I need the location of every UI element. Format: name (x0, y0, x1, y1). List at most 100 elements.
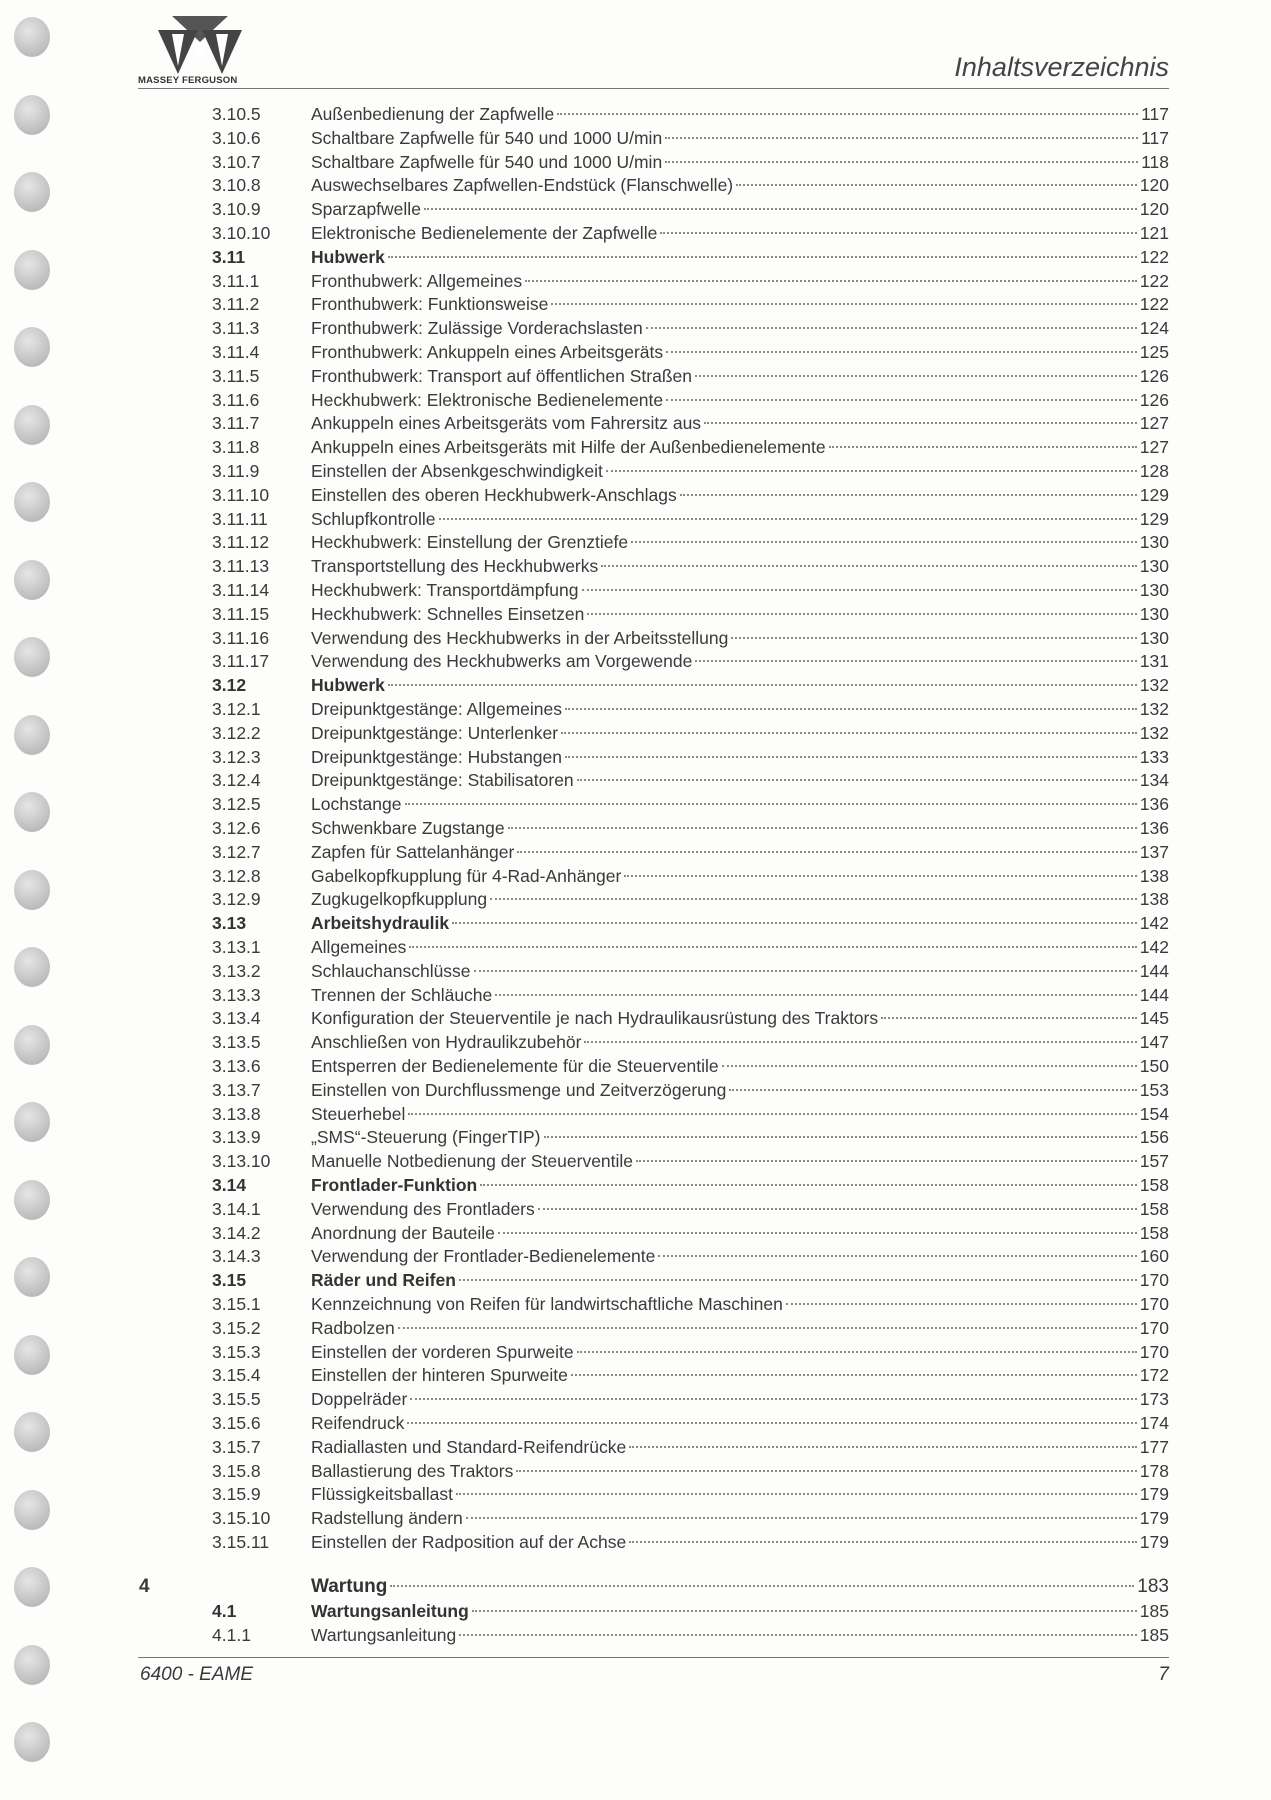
section-number: 3.10.10 (212, 223, 271, 243)
toc-entry[interactable]: 3.13.5 Anschließen von Hydraulikzubehör 1… (0, 1030, 1271, 1054)
toc-entry[interactable]: 3.10.7 Schaltbare Zapfwelle für 540 und … (0, 150, 1271, 174)
section-number: 3.10.6 (212, 127, 261, 148)
section-number: 3.10.7 (212, 151, 261, 172)
toc-entry[interactable]: 3.11.2 Fronthubwerk: Funktionsweise 122 (0, 292, 1271, 316)
toc-entry[interactable]: 3.10.6 Schaltbare Zapfwelle für 540 und … (0, 126, 1271, 150)
toc-entry[interactable]: 3.10.5 Außenbedienung der Zapfwelle 117 (0, 102, 1271, 126)
toc-entry[interactable]: 3.12.4 Dreipunktgestänge: Stabilisatoren… (0, 768, 1271, 792)
section-number: 3.12.5 (212, 794, 261, 815)
section-title: Einstellen der hinteren Spurweite (311, 1365, 568, 1386)
page-ref: 130 (1139, 580, 1169, 600)
section-number: 3.15 (212, 1270, 247, 1291)
toc-entry[interactable]: 3.10.10 Elektronische Bedienelemente der… (0, 221, 1271, 245)
toc-entry[interactable]: 3.11.5 Fronthubwerk: Transport auf öffen… (0, 364, 1271, 388)
toc-entry[interactable]: 3.12.3 Dreipunktgestänge: Hubstangen 133 (0, 745, 1271, 769)
toc-entry[interactable]: 3.12.7 Zapfen für Sattelanhänger 137 (0, 840, 1271, 864)
section-title: Lochstange (311, 794, 402, 815)
toc-entry[interactable]: 3.11 Hubwerk 122 (0, 245, 1271, 269)
section-number: 4.1 (212, 1601, 237, 1621)
toc-entry[interactable]: 3.13.6 Entsperren der Bedienelemente für… (0, 1054, 1271, 1078)
toc-entry[interactable]: 3.13.9 „SMS“-Steuerung (FingerTIP) 156 (0, 1125, 1271, 1149)
toc-entry[interactable]: 3.13.10 Manuelle Notbedienung der Steuer… (0, 1149, 1271, 1173)
section-title: Flüssigkeitsballast (311, 1484, 453, 1505)
page-ref: 145 (1139, 1008, 1169, 1029)
toc-entry[interactable]: 3.11.6 Heckhubwerk: Elektronische Bedien… (0, 388, 1271, 412)
toc-entry[interactable]: 3.15.7 Radiallasten und Standard-Reifend… (0, 1435, 1271, 1459)
toc-entry[interactable]: 4 Wartung 183 (0, 1575, 1271, 1599)
toc-entry[interactable]: 3.11.11 Schlupfkontrolle 129 (0, 507, 1271, 531)
section-number: 3.11 (212, 246, 246, 267)
toc-entry[interactable]: 3.11.15 Heckhubwerk: Schnelles Einsetzen… (0, 602, 1271, 626)
dot-leader (459, 1633, 1137, 1636)
toc-entry[interactable]: 3.15.2 Radbolzen 170 (0, 1316, 1271, 1340)
toc-entry[interactable]: 3.15.9 Flüssigkeitsballast 179 (0, 1482, 1271, 1506)
toc-entry[interactable]: 3.11.10 Einstellen des oberen Heckhubwer… (0, 483, 1271, 507)
section-number: 3.11.12 (212, 532, 270, 553)
toc-entry[interactable]: 3.12.5 Lochstange 136 (0, 792, 1271, 816)
toc-entry[interactable]: 3.15.1 Kennzeichnung von Reifen für land… (0, 1292, 1271, 1316)
toc-entry[interactable]: 3.15.8 Ballastierung des Traktors 178 (0, 1459, 1271, 1483)
toc-entry[interactable]: 3.13.1 Allgemeines 142 (0, 935, 1271, 959)
section-number: 3.11.1 (212, 270, 260, 291)
toc-entry[interactable]: 3.13.4 Konfiguration der Steuerventile j… (0, 1006, 1271, 1030)
toc-entry[interactable]: 3.11.9 Einstellen der Absenkgeschwindigk… (0, 459, 1271, 483)
toc-entry[interactable]: 3.11.1 Fronthubwerk: Allgemeines 122 (0, 269, 1271, 293)
toc-entry[interactable]: 3.13 Arbeitshydraulik 142 (0, 911, 1271, 935)
toc-entry[interactable]: 3.13.2 Schlauchanschlüsse 144 (0, 959, 1271, 983)
toc-entry[interactable]: 3.11.12 Heckhubwerk: Einstellung der Gre… (0, 530, 1271, 554)
binder-hole (14, 1722, 50, 1762)
section-title: Trennen der Schläuche (311, 984, 493, 1005)
toc-entry[interactable]: 3.15.4 Einstellen der hinteren Spurweite… (0, 1363, 1271, 1387)
toc-entry[interactable]: 3.14 Frontlader-Funktion 158 (0, 1173, 1271, 1197)
toc-entry[interactable]: 3.11.8 Ankuppeln eines Arbeitsgeräts mit… (0, 435, 1271, 459)
toc-entry[interactable]: 3.10.9 Sparzapfwelle 120 (0, 197, 1271, 221)
page-ref: 160 (1139, 1246, 1169, 1267)
toc-entry[interactable]: 3.12.9 Zugkugelkopfkupplung 138 (0, 887, 1271, 911)
toc-entry[interactable]: 3.15.11 Einstellen der Radposition auf d… (0, 1530, 1271, 1554)
toc-entry[interactable]: 4.1 Wartungsanleitung 185 (0, 1599, 1271, 1623)
toc-entry[interactable]: 3.11.7 Ankuppeln eines Arbeitsgeräts vom… (0, 411, 1271, 435)
toc-entry[interactable]: 3.12.2 Dreipunktgestänge: Unterlenker 132 (0, 721, 1271, 745)
section-number: 3.11.16 (212, 627, 270, 648)
page-ref: 127 (1139, 437, 1169, 458)
toc-entry[interactable]: 3.14.3 Verwendung der Frontlader-Bediene… (0, 1244, 1271, 1268)
dot-leader (665, 160, 1139, 163)
section-number: 3.15.5 (212, 1389, 261, 1410)
toc-entry[interactable]: 3.15.3 Einstellen der vorderen Spurweite… (0, 1340, 1271, 1364)
toc-entry[interactable]: 3.15 Räder und Reifen 170 (0, 1268, 1271, 1292)
toc-entry[interactable]: 4.1.1 Wartungsanleitung 185 (0, 1623, 1271, 1647)
toc-entry[interactable]: 3.12.6 Schwenkbare Zugstange 136 (0, 816, 1271, 840)
section-title: Arbeitshydraulik (311, 913, 450, 934)
toc-entry[interactable]: 3.13.3 Trennen der Schläuche 144 (0, 983, 1271, 1007)
toc-entry[interactable]: 3.15.10 Radstellung ändern 179 (0, 1506, 1271, 1530)
section-title: Schlauchanschlüsse (311, 960, 471, 981)
toc-entry[interactable]: 3.11.3 Fronthubwerk: Zulässige Vorderach… (0, 316, 1271, 340)
toc-entry[interactable]: 3.15.6 Reifendruck 174 (0, 1411, 1271, 1435)
dot-leader (660, 232, 1137, 234)
section-number: 3.11.8 (212, 437, 260, 458)
page-ref: 130 (1139, 532, 1169, 553)
toc-entry[interactable]: 3.15.5 Doppelräder 173 (0, 1387, 1271, 1411)
toc-entry[interactable]: 3.14.2 Anordnung der Bauteile 158 (0, 1221, 1271, 1245)
toc-entry[interactable]: 3.10.8 Auswechselbares Zapfwellen-Endstü… (0, 173, 1271, 197)
toc-entry[interactable]: 3.12.8 Gabelkopfkupplung für 4-Rad-Anhän… (0, 864, 1271, 888)
toc-entry[interactable]: 3.11.17 Verwendung des Heckhubwerks am V… (0, 649, 1271, 673)
toc-entry[interactable]: 3.11.16 Verwendung des Heckhubwerks in d… (0, 626, 1271, 650)
page-ref: 117 (1141, 127, 1169, 148)
dot-leader (423, 208, 1137, 211)
toc-entry[interactable]: 3.13.8 Steuerhebel 154 (0, 1102, 1271, 1126)
toc-entry[interactable]: 3.11.13 Transportstellung des Heckhubwer… (0, 554, 1271, 578)
section-title: Verwendung des Heckhubwerks in der Arbei… (311, 627, 729, 648)
section-title: Einstellen der Absenkgeschwindigkeit (311, 461, 603, 481)
binder-hole (14, 17, 50, 57)
dot-leader (507, 827, 1137, 829)
dot-leader (497, 1231, 1137, 1234)
toc-entry[interactable]: 3.11.4 Fronthubwerk: Ankuppeln eines Arb… (0, 340, 1271, 364)
toc-entry[interactable]: 3.14.1 Verwendung des Frontladers 158 (0, 1197, 1271, 1221)
section-title: Dreipunktgestänge: Stabilisatoren (311, 770, 574, 791)
toc-entry[interactable]: 3.13.7 Einstellen von Durchflussmenge un… (0, 1078, 1271, 1102)
toc-entry[interactable]: 3.12 Hubwerk 132 (0, 673, 1271, 697)
section-title: Einstellen des oberen Heckhubwerk-Anschl… (311, 484, 677, 505)
toc-entry[interactable]: 3.11.14 Heckhubwerk: Transportdämpfung 13… (0, 578, 1271, 602)
toc-entry[interactable]: 3.12.1 Dreipunktgestänge: Allgemeines 132 (0, 697, 1271, 721)
